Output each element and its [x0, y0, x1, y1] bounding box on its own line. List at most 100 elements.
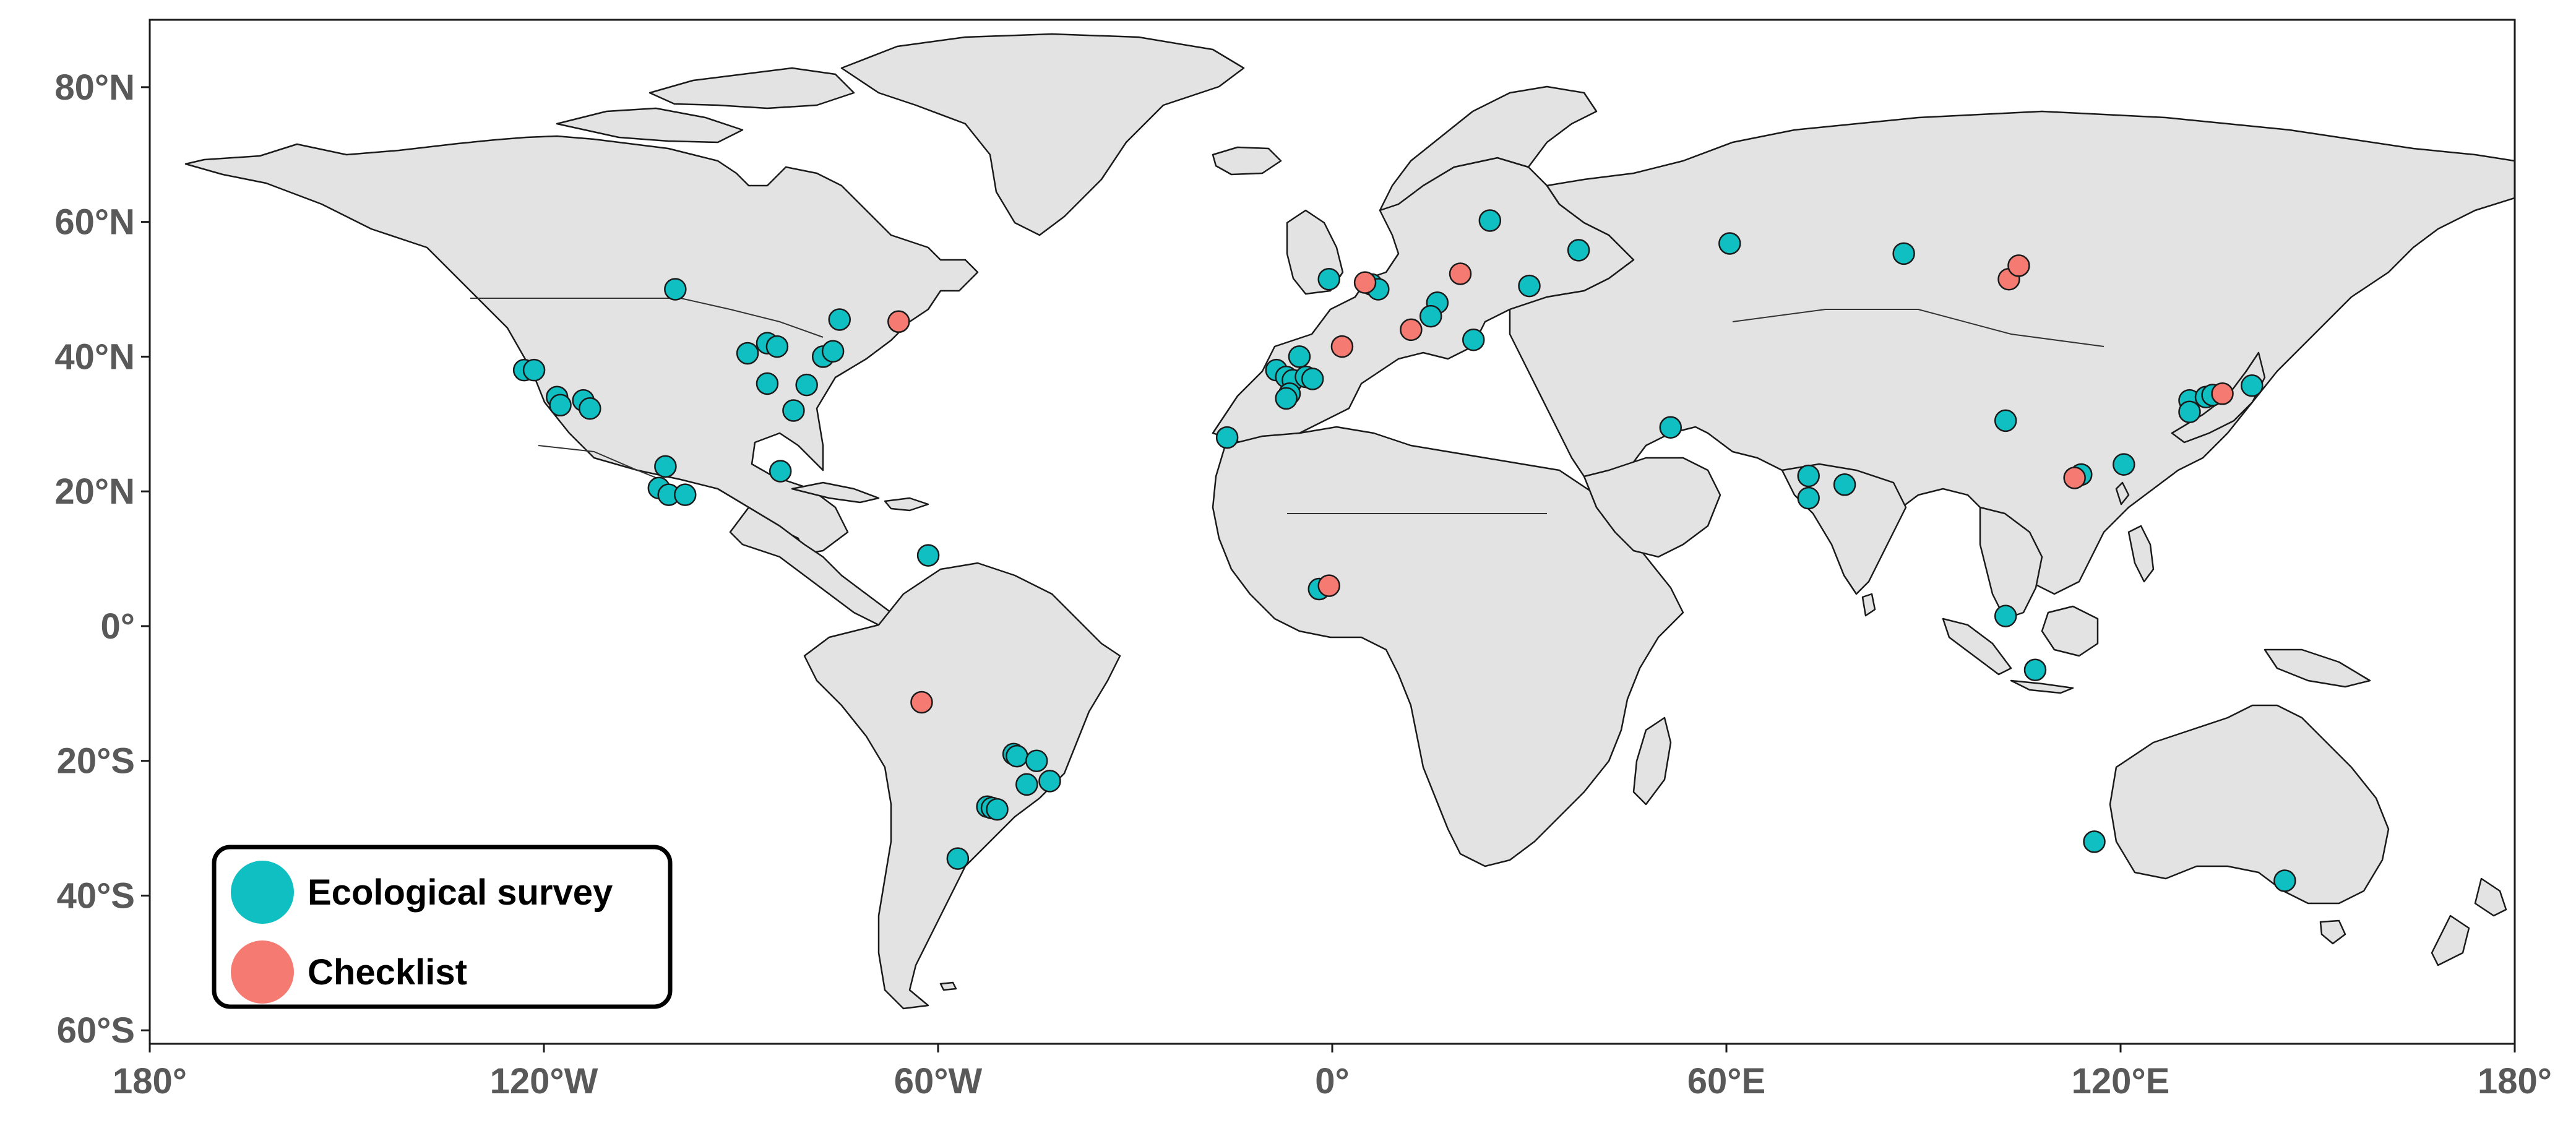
site-marker-checklist — [2007, 254, 2030, 277]
landmass-south-america — [803, 562, 1121, 1010]
site-marker-checklist — [1400, 318, 1423, 342]
landmass-new-zealand — [2431, 877, 2507, 966]
site-marker-survey — [1892, 242, 1915, 265]
legend-box — [212, 845, 673, 1009]
site-marker-survey — [1288, 345, 1311, 368]
site-marker-checklist — [1353, 271, 1377, 294]
landmass-new-guinea — [2264, 648, 2371, 688]
landmass-borneo — [2041, 605, 2099, 657]
site-marker-checklist — [2063, 467, 2086, 489]
site-marker-survey — [795, 373, 818, 397]
site-marker-survey — [1718, 232, 1741, 255]
site-marker-survey — [756, 372, 779, 395]
y-tick-label: 40°N — [54, 337, 135, 377]
site-marker-survey — [769, 460, 792, 483]
site-marker-survey — [674, 483, 697, 506]
border-us-canada — [470, 298, 824, 338]
site-marker-survey — [1301, 368, 1324, 390]
land-layer — [184, 33, 2515, 1010]
site-marker-survey — [2241, 374, 2264, 397]
site-marker-checklist — [910, 691, 933, 714]
site-marker-checklist — [1317, 574, 1340, 597]
site-marker-survey — [1518, 274, 1541, 298]
landmass-australia — [2109, 704, 2390, 905]
landmass-arabian-peninsula — [1583, 457, 1721, 558]
site-marker-survey — [821, 340, 845, 363]
site-marker-checklist — [2211, 382, 2234, 405]
site-marker-survey — [522, 358, 546, 382]
site-marker-survey — [1567, 239, 1590, 262]
landmass-falklands — [939, 981, 957, 991]
legend-swatch-checklist — [231, 940, 294, 1004]
site-marker-survey — [1478, 209, 1502, 232]
sites-layer — [512, 209, 2296, 892]
legend-label-survey: Ecological survey — [308, 872, 613, 913]
site-marker-survey — [946, 847, 970, 870]
y-tick-label: 60°S — [57, 1010, 135, 1051]
site-marker-survey — [1006, 744, 1028, 768]
landmass-madagascar — [1632, 716, 1672, 806]
landmass-iceland — [1212, 146, 1282, 176]
landmass-africa — [1212, 426, 1684, 867]
site-marker-survey — [916, 544, 940, 567]
site-marker-checklist — [887, 310, 910, 333]
x-tick-label: 120°E — [2072, 1061, 2170, 1101]
landmass-java — [2010, 679, 2074, 694]
legend: Ecological survey Checklist — [212, 845, 673, 1009]
site-marker-survey — [1462, 328, 1485, 351]
landmass-indochina — [1979, 506, 2043, 620]
site-marker-survey — [654, 455, 677, 478]
y-tick-label: 40°S — [57, 876, 135, 916]
site-marker-survey — [1025, 749, 1048, 772]
site-marker-survey — [736, 342, 759, 365]
x-tick-label: 180° — [2478, 1061, 2552, 1101]
y-tick-label: 20°S — [57, 741, 135, 781]
site-marker-survey — [1797, 464, 1820, 488]
site-marker-checklist — [1449, 262, 1472, 285]
landmass-greenland — [840, 33, 1245, 236]
site-marker-survey — [1994, 605, 2017, 627]
x-tick-label: 60°W — [894, 1061, 983, 1101]
site-marker-survey — [1994, 409, 2017, 432]
x-tick-label: 180° — [113, 1061, 187, 1101]
border-us-mexico — [538, 445, 669, 483]
site-marker-survey — [765, 335, 789, 358]
site-marker-survey — [2113, 453, 2135, 476]
landmass-north-america — [184, 135, 979, 555]
site-marker-survey — [1215, 426, 1239, 449]
site-marker-survey — [2178, 400, 2201, 423]
landmass-sumatra — [1942, 617, 2012, 676]
site-marker-survey — [828, 308, 851, 331]
y-tick-label: 20°N — [54, 471, 135, 512]
landmass-sri-lanka — [1861, 593, 1876, 617]
landmass-taiwan — [2115, 481, 2130, 506]
site-marker-survey — [986, 798, 1009, 821]
site-marker-survey — [2273, 869, 2296, 892]
site-marker-survey — [1659, 416, 1682, 439]
site-marker-survey — [1317, 267, 1340, 291]
site-marker-survey — [1038, 770, 1061, 793]
site-marker-survey — [2083, 830, 2106, 853]
site-marker-survey — [549, 394, 572, 417]
site-marker-survey — [1797, 486, 1820, 510]
site-marker-survey — [1833, 473, 1856, 496]
site-marker-survey — [2023, 658, 2047, 681]
landmass-scandinavia — [1379, 85, 1598, 212]
site-marker-survey — [782, 399, 805, 422]
site-marker-survey — [1419, 304, 1442, 328]
site-marker-survey — [1275, 387, 1298, 410]
landmass-tasmania — [2319, 919, 2346, 945]
y-tick-label: 60°N — [54, 202, 135, 243]
legend-swatch-survey — [231, 861, 294, 924]
site-marker-survey — [1015, 773, 1038, 796]
y-axis: 80°N 60°N 40°N 20°N 0° 20°S 40°S 60°S — [54, 67, 150, 1051]
landmass-cuba — [791, 481, 880, 504]
x-tick-label: 60°E — [1687, 1061, 1765, 1101]
y-tick-label: 80°N — [54, 67, 135, 108]
x-tick-label: 0° — [1315, 1061, 1349, 1101]
site-marker-survey — [579, 397, 601, 420]
site-marker-checklist — [1330, 335, 1354, 358]
landmass-canadian-arctic — [556, 107, 744, 144]
x-axis: 180° 120°W 60°W 0° 60°E 120°E 180° — [113, 1044, 2552, 1101]
